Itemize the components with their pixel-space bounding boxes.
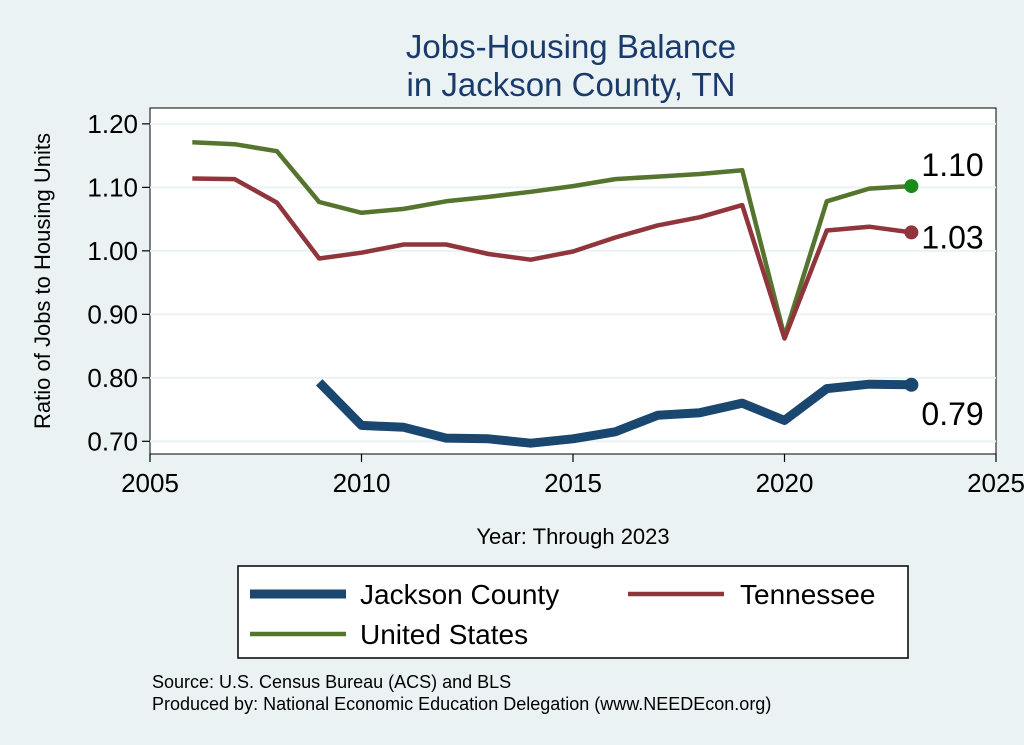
- end-marker-tennessee: [904, 225, 919, 240]
- source-line-2: Produced by: National Economic Education…: [152, 694, 771, 714]
- x-axis-title: Year: Through 2023: [476, 524, 669, 549]
- x-axis: 2005 2010 2015 2020 2025: [121, 454, 1024, 498]
- end-label-jackson-county: 0.79: [921, 396, 983, 432]
- chart-title-line-2: in Jackson County, TN: [407, 66, 736, 103]
- end-marker-jackson-county: [904, 377, 919, 392]
- x-tick-label: 2020: [756, 468, 814, 498]
- end-label-united-states: 1.10: [921, 147, 983, 183]
- series-line-jackson-county: [315, 379, 912, 448]
- legend: Jackson County Tennessee United States: [237, 565, 909, 659]
- series-lines: [192, 140, 912, 448]
- series-line-united-states: [192, 140, 912, 339]
- legend-box: [237, 565, 909, 659]
- x-tick-label: 2025: [967, 468, 1024, 498]
- legend-label-tennessee: Tennessee: [740, 579, 875, 610]
- y-axis: 0.70 0.80 0.90 1.00 1.10 1.20: [87, 109, 150, 456]
- legend-label-united-states: United States: [360, 619, 528, 650]
- y-tick-label: 0.90: [87, 299, 138, 329]
- chart-title-line-1: Jobs-Housing Balance: [406, 28, 736, 65]
- legend-label-jackson-county: Jackson County: [360, 579, 559, 610]
- end-markers: [904, 179, 919, 392]
- x-tick-label: 2005: [121, 468, 179, 498]
- y-tick-label: 1.10: [87, 172, 138, 202]
- x-tick-label: 2015: [544, 468, 602, 498]
- x-tick-label: 2010: [333, 468, 391, 498]
- end-marker-united-states: [904, 179, 919, 194]
- y-tick-label: 1.00: [87, 236, 138, 266]
- y-tick-label: 0.80: [87, 363, 138, 393]
- series-line-tennessee: [192, 176, 912, 341]
- y-tick-label: 1.20: [87, 109, 138, 139]
- y-tick-label: 0.70: [87, 426, 138, 456]
- end-label-tennessee: 1.03: [921, 219, 983, 255]
- y-axis-title: Ratio of Jobs to Housing Units: [30, 133, 55, 429]
- source-line-1: Source: U.S. Census Bureau (ACS) and BLS: [152, 672, 511, 692]
- end-labels: 0.79 1.03 1.10: [921, 147, 983, 432]
- plot-area: [149, 107, 997, 455]
